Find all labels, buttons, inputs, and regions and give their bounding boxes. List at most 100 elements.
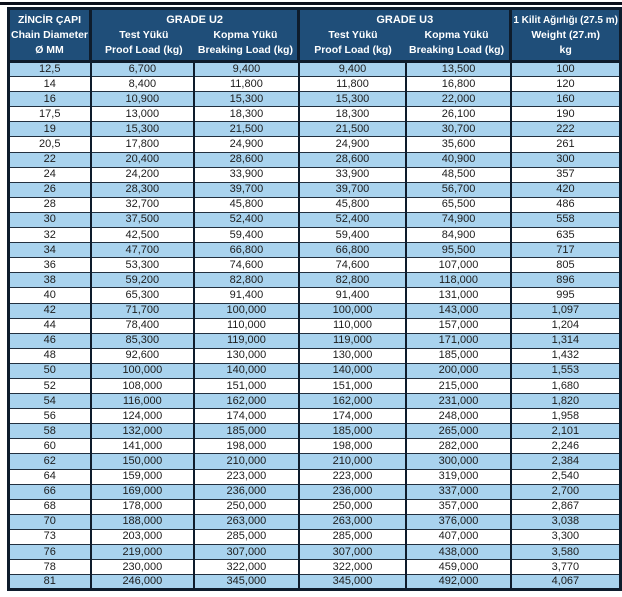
cell-u3-breaking-load: 22,000 xyxy=(405,91,512,108)
header-grade-u3: GRADE U3 Test Yükü Kopma Yükü Proof Load… xyxy=(297,7,513,63)
table-row: 22 20,400 28,600 28,600 40,900 300 xyxy=(7,151,622,168)
cell-weight-kg: 558 xyxy=(509,211,622,229)
cell-u2-proof-load: 230,000 xyxy=(89,559,196,576)
cell-weight-kg: 2,867 xyxy=(509,498,622,515)
cell-u2-proof-load: 100,000 xyxy=(89,362,196,379)
cell-diameter-mm: 73 xyxy=(7,528,92,546)
cell-u3-breaking-load: 157,000 xyxy=(405,317,512,334)
cell-u2-proof-load: 65,300 xyxy=(89,287,196,304)
cell-diameter-mm: 30 xyxy=(7,211,92,229)
cell-diameter-mm: 36 xyxy=(7,257,92,274)
cell-u3-proof-load: 100,000 xyxy=(297,302,408,319)
cell-u3-proof-load: 250,000 xyxy=(297,498,408,515)
cell-u2-breaking-load: 307,000 xyxy=(193,543,300,561)
cell-weight-kg: 1,314 xyxy=(509,332,622,349)
cell-u3-breaking-load: 185,000 xyxy=(405,347,512,364)
cell-weight-kg: 261 xyxy=(509,136,622,153)
table-row: 30 37,500 52,400 52,400 74,900 558 xyxy=(7,211,622,229)
cell-u2-proof-load: 71,700 xyxy=(89,302,196,319)
cell-u2-proof-load: 42,500 xyxy=(89,227,196,244)
cell-u2-proof-load: 10,900 xyxy=(89,91,196,108)
cell-diameter-mm: 58 xyxy=(7,423,92,440)
cell-u3-proof-load: 110,000 xyxy=(297,317,408,334)
table-row: 50 100,000 140,000 140,000 200,000 1,553 xyxy=(7,362,622,379)
cell-u3-proof-load: 15,300 xyxy=(297,91,408,108)
cell-u3-proof-load: 74,600 xyxy=(297,257,408,274)
cell-diameter-mm: 54 xyxy=(7,393,92,410)
cell-weight-kg: 2,246 xyxy=(509,438,622,455)
cell-diameter-mm: 14 xyxy=(7,76,92,93)
cell-u3-proof-load: 18,300 xyxy=(297,106,408,123)
cell-u3-proof-load: 185,000 xyxy=(297,423,408,440)
cell-u3-proof-load: 285,000 xyxy=(297,528,408,546)
cell-u3-proof-load: 130,000 xyxy=(297,347,408,364)
cell-u2-proof-load: 53,300 xyxy=(89,257,196,274)
table-row: 28 32,700 45,800 45,800 65,500 486 xyxy=(7,196,622,213)
table-row: 56 124,000 174,000 174,000 248,000 1,958 xyxy=(7,408,622,425)
table-row: 81 246,000 345,000 345,000 492,000 4,067 xyxy=(7,574,622,591)
table-row: 60 141,000 198,000 198,000 282,000 2,246 xyxy=(7,438,622,455)
cell-u2-breaking-load: 39,700 xyxy=(193,181,300,198)
cell-u2-proof-load: 85,300 xyxy=(89,332,196,349)
cell-u2-proof-load: 24,200 xyxy=(89,166,196,183)
cell-u2-breaking-load: 185,000 xyxy=(193,423,300,440)
cell-u3-proof-load: 198,000 xyxy=(297,438,408,455)
table-row: 64 159,000 223,000 223,000 319,000 2,540 xyxy=(7,468,622,485)
cell-u2-breaking-load: 162,000 xyxy=(193,393,300,410)
cell-diameter-mm: 50 xyxy=(7,362,92,379)
cell-u2-breaking-load: 140,000 xyxy=(193,362,300,379)
cell-u2-breaking-load: 110,000 xyxy=(193,317,300,334)
cell-u2-breaking-load: 11,800 xyxy=(193,76,300,93)
cell-u3-breaking-load: 95,500 xyxy=(405,242,512,259)
cell-u2-breaking-load: 236,000 xyxy=(193,483,300,500)
cell-u2-proof-load: 47,700 xyxy=(89,242,196,259)
cell-u3-proof-load: 140,000 xyxy=(297,362,408,379)
cell-u3-proof-load: 45,800 xyxy=(297,196,408,213)
cell-u3-proof-load: 91,400 xyxy=(297,287,408,304)
table-row: 26 28,300 39,700 39,700 56,700 420 xyxy=(7,181,622,198)
cell-diameter-mm: 76 xyxy=(7,543,92,561)
cell-weight-kg: 1,820 xyxy=(509,393,622,410)
cell-u3-breaking-load: 65,500 xyxy=(405,196,512,213)
cell-u2-breaking-load: 74,600 xyxy=(193,257,300,274)
table-row: 78 230,000 322,000 322,000 459,000 3,770 xyxy=(7,559,622,576)
cell-u3-proof-load: 39,700 xyxy=(297,181,408,198)
cell-u3-breaking-load: 35,600 xyxy=(405,136,512,153)
cell-u3-breaking-load: 200,000 xyxy=(405,362,512,379)
cell-u3-proof-load: 345,000 xyxy=(297,574,408,591)
cell-u3-proof-load: 59,400 xyxy=(297,227,408,244)
cell-diameter-mm: 16 xyxy=(7,91,92,108)
cell-u2-proof-load: 203,000 xyxy=(89,528,196,546)
cell-u2-proof-load: 8,400 xyxy=(89,76,196,93)
header-weight-tr: 1 Kilit Ağırlığı (27.5 m) xyxy=(513,14,618,26)
cell-u2-proof-load: 150,000 xyxy=(89,453,196,470)
cell-u3-breaking-load: 84,900 xyxy=(405,227,512,244)
cell-u3-breaking-load: 438,000 xyxy=(405,543,512,561)
cell-weight-kg: 420 xyxy=(509,181,622,198)
cell-diameter-mm: 42 xyxy=(7,302,92,319)
cell-u3-breaking-load: 131,000 xyxy=(405,287,512,304)
cell-u2-breaking-load: 223,000 xyxy=(193,468,300,485)
cell-u2-breaking-load: 45,800 xyxy=(193,196,300,213)
cell-weight-kg: 2,384 xyxy=(509,453,622,470)
cell-u2-breaking-load: 21,500 xyxy=(193,121,300,138)
table-row: 62 150,000 210,000 210,000 300,000 2,384 xyxy=(7,453,622,470)
cell-weight-kg: 2,101 xyxy=(509,423,622,440)
cell-u3-proof-load: 28,600 xyxy=(297,151,408,168)
cell-u3-breaking-load: 40,900 xyxy=(405,151,512,168)
cell-u3-proof-load: 82,800 xyxy=(297,272,408,289)
header-chain-diameter-en: Chain Diameter xyxy=(11,28,89,41)
table-header: ZİNCİR ÇAPI Chain Diameter Ø MM GRADE U2… xyxy=(6,7,622,63)
cell-diameter-mm: 60 xyxy=(7,438,92,455)
cell-u2-proof-load: 219,000 xyxy=(89,543,196,561)
table-row: 32 42,500 59,400 59,400 84,900 635 xyxy=(7,227,622,244)
header-u3-breaking-load: Breaking Load (kg) xyxy=(408,44,505,56)
cell-weight-kg: 3,580 xyxy=(509,543,622,561)
cell-weight-kg: 3,300 xyxy=(509,528,622,546)
table-row: 14 8,400 11,800 11,800 16,800 120 xyxy=(7,76,622,93)
cell-diameter-mm: 62 xyxy=(7,453,92,470)
cell-weight-kg: 222 xyxy=(509,121,622,138)
header-chain-diameter: ZİNCİR ÇAPI Chain Diameter Ø MM xyxy=(6,7,93,63)
cell-u3-proof-load: 11,800 xyxy=(297,76,408,93)
cell-diameter-mm: 68 xyxy=(7,498,92,515)
